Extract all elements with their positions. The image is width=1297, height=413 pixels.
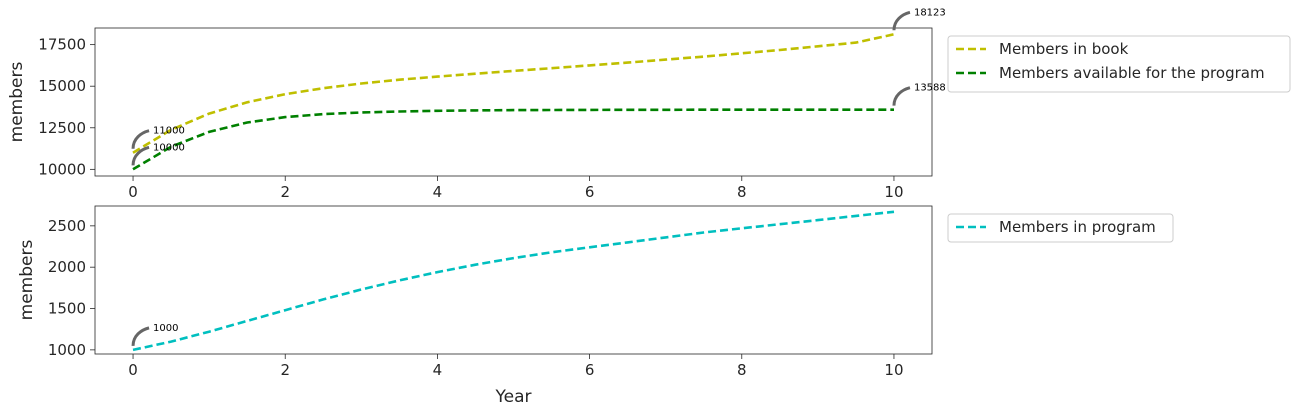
annotation-arrow — [131, 326, 150, 346]
y-tick-label: 15000 — [38, 77, 86, 95]
annotation-arrow — [131, 129, 150, 149]
x-tick-label: 0 — [128, 183, 138, 201]
annotation-label: 13588 — [914, 83, 946, 94]
x-tick-label: 8 — [737, 183, 747, 201]
legend-label: Members in book — [999, 40, 1129, 58]
plot-frame — [94, 205, 933, 355]
legend-label: Members in program — [999, 218, 1156, 236]
x-tick-label: 4 — [433, 183, 443, 201]
y-tick-label: 1000 — [48, 341, 86, 359]
x-tick-label: 2 — [280, 183, 290, 201]
x-tick-label: 4 — [433, 361, 443, 379]
y-tick-label: 1500 — [48, 300, 86, 318]
series-line-members-in-book — [132, 33, 895, 154]
x-tick-label: 10 — [884, 361, 903, 379]
y-tick-label: 2500 — [48, 217, 86, 235]
annotation-arrow — [892, 10, 911, 31]
legend-frame — [947, 35, 1291, 93]
x-tick-label: 6 — [585, 183, 595, 201]
legend-frame — [947, 213, 1174, 243]
y-tick-label: 17500 — [38, 36, 86, 54]
legend: Members in program — [947, 213, 1174, 243]
chart-panel-2: 0 2 4 6 8 10 1000 1500 2000 2500 members Year 1000 Me… — [17, 205, 1174, 407]
x-tick-label: 2 — [280, 361, 290, 379]
y-tick-label: 2000 — [48, 258, 86, 276]
x-axis-title: Year — [495, 387, 532, 407]
x-tick-label: 6 — [585, 361, 595, 379]
x-tick-label: 8 — [737, 361, 747, 379]
y-tick-label: 10000 — [38, 160, 86, 178]
y-axis-title: members — [17, 240, 37, 321]
series-line-members-available-for-the-program — [132, 108, 894, 171]
legend: Members in book Members available for the… — [947, 35, 1291, 93]
plot-frame — [94, 27, 933, 177]
annotation-label: 11000 — [153, 126, 185, 137]
series-line-members-in-program — [132, 210, 895, 352]
annotation-label: 10000 — [153, 142, 185, 153]
legend-label: Members available for the program — [999, 64, 1265, 82]
annotation-arrow — [892, 86, 911, 106]
chart-panel-1: 0 2 4 6 8 10 10000 12500 15000 17500 members 11000 1… — [7, 7, 1291, 201]
annotation-label: 18123 — [914, 7, 946, 18]
x-tick-label: 10 — [884, 183, 903, 201]
x-tick-label: 0 — [128, 361, 138, 379]
annotation-arrow — [131, 145, 150, 166]
y-axis-title: members — [7, 62, 27, 143]
annotation-label: 1000 — [153, 323, 178, 334]
y-tick-label: 12500 — [38, 119, 86, 137]
